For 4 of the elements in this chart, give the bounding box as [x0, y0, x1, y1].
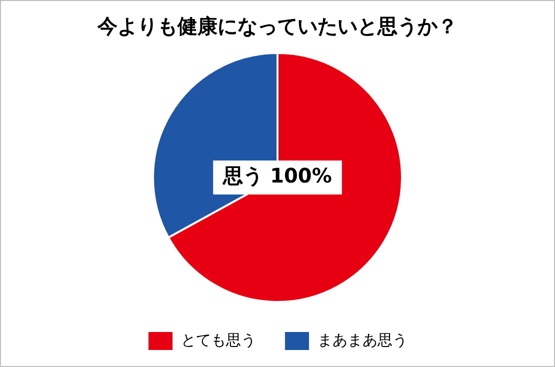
legend-label: まあまあ思う — [318, 330, 408, 349]
chart-title: 今よりも健康になっていたいと思うか？ — [96, 14, 458, 38]
legend-label: とても思う — [181, 330, 256, 349]
text: 思う 100% — [222, 164, 332, 188]
